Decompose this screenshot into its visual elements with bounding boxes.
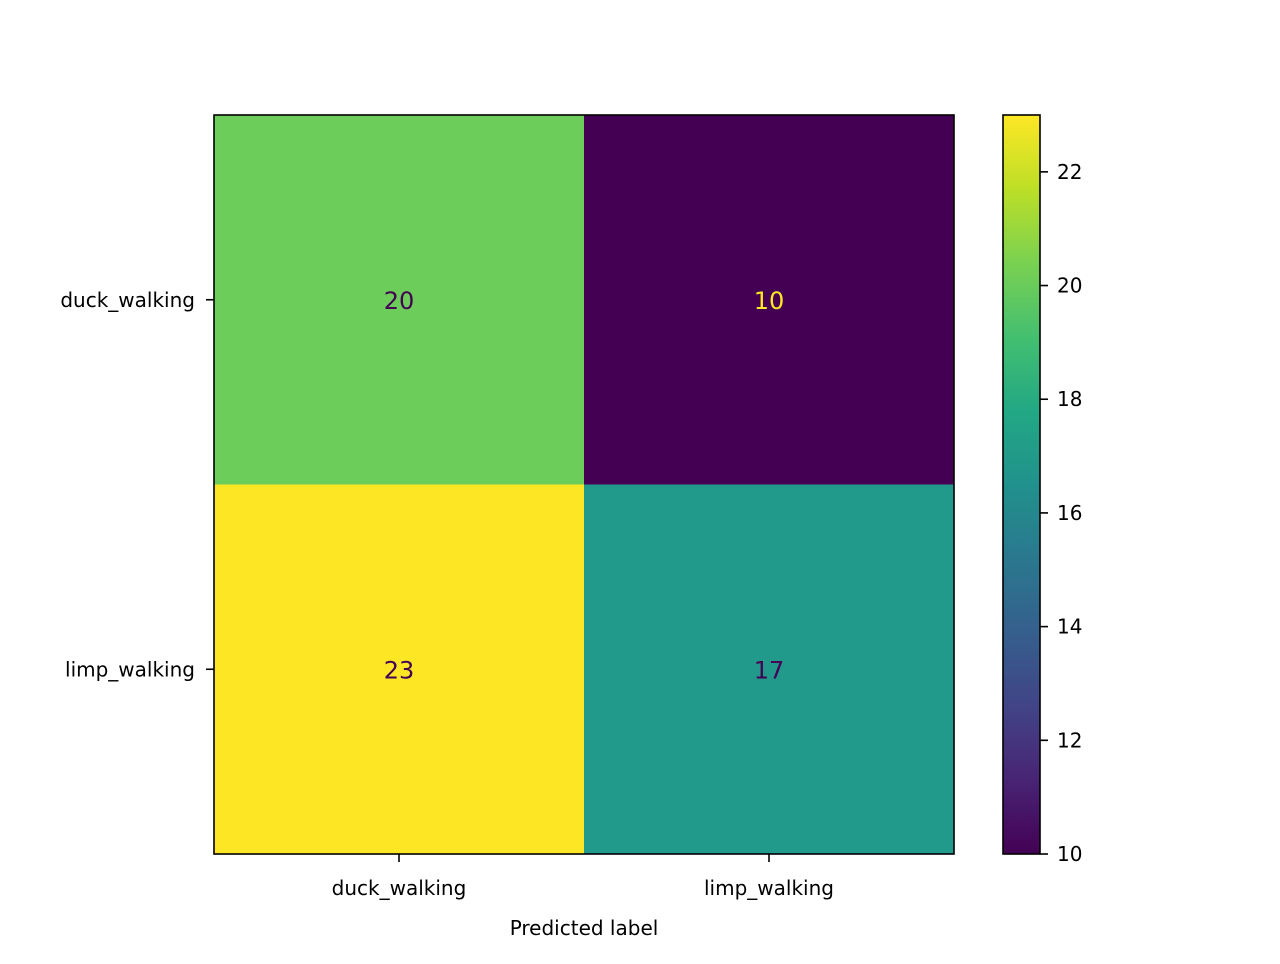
colorbar-axis: 10 12 14 16 18 20 22 — [1040, 160, 1082, 866]
y-tick-label: limp_walking — [65, 657, 195, 681]
colorbar-tick-label: 18 — [1057, 387, 1082, 411]
cell-value-label: 23 — [384, 656, 415, 684]
y-axis: duck_walking limp_walking — [60, 288, 214, 681]
cell-value-label: 10 — [754, 287, 785, 315]
x-axis-label: Predicted label — [510, 916, 659, 940]
plot-frame — [213, 114, 955, 855]
heatmap-cell — [584, 484, 954, 854]
cell-value-label: 17 — [754, 656, 785, 684]
heatmap-cell — [214, 115, 584, 485]
heatmap-cell — [584, 115, 954, 485]
colorbar — [1002, 114, 1041, 855]
heatmap-cells — [214, 115, 954, 854]
x-tick-label: limp_walking — [704, 876, 834, 900]
x-axis: duck_walking limp_walking — [332, 854, 834, 900]
heatmap-cell-labels: 20 10 23 17 — [384, 287, 785, 685]
y-tick-label: duck_walking — [60, 288, 195, 312]
colorbar-tick-label: 20 — [1057, 274, 1082, 298]
heatmap-cell — [214, 484, 584, 854]
colorbar-tick-label: 10 — [1057, 842, 1082, 866]
cell-value-label: 20 — [384, 287, 415, 315]
colorbar-tick-label: 16 — [1057, 501, 1082, 525]
colorbar-tick-label: 14 — [1057, 615, 1082, 639]
colorbar-tick-label: 22 — [1057, 160, 1082, 184]
x-tick-label: duck_walking — [332, 876, 467, 900]
colorbar-tick-label: 12 — [1057, 728, 1082, 752]
